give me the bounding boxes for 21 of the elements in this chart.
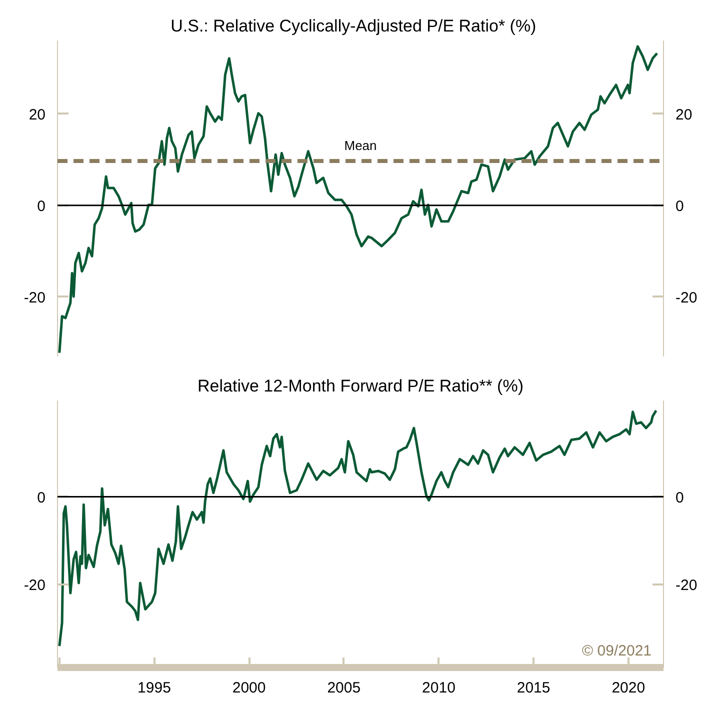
ref-line-label: Mean	[344, 138, 377, 153]
line-series	[58, 45, 658, 354]
y-tick-label: 0	[37, 198, 46, 215]
annotation: © 09/2021	[582, 642, 652, 660]
x-tick-label: 2010	[422, 680, 456, 696]
chart-title: U.S.: Relative Cyclically-Adjusted P/E Ratio* (%)	[170, 16, 536, 36]
y2-tick-label: 0	[676, 489, 684, 506]
x-tick-label: 2020	[612, 680, 646, 696]
y2-tick-label: -20	[676, 576, 698, 594]
x-tick-label: 2000	[232, 680, 266, 696]
y2-tick-label: 0	[676, 198, 684, 215]
y2-tick-label: 20	[676, 106, 692, 124]
y-tick-label: -20	[24, 289, 46, 306]
y2-tick-label: -20	[676, 289, 698, 306]
x-tick-label: 2005	[327, 680, 361, 696]
y-tick-label: -20	[24, 576, 46, 594]
x-tick-label: 1995	[138, 680, 171, 696]
y-tick-label: 0	[37, 489, 46, 506]
x-tick-label: 2015	[516, 680, 550, 696]
y-tick-label: 20	[28, 106, 46, 124]
chart-title: Relative 12-Month Forward P/E Ratio** (%)	[198, 376, 524, 396]
